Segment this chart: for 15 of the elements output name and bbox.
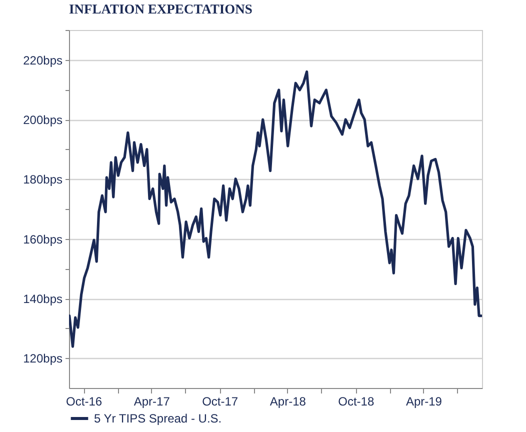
- y-tick-label: 120bps: [23, 352, 62, 366]
- y-tick-label: 160bps: [23, 232, 62, 246]
- line-series: [69, 70, 482, 348]
- x-tick-label: Apr-17: [134, 394, 170, 408]
- y-tick-label: 220bps: [23, 53, 62, 68]
- legend-label: 5 Yr TIPS Spread - U.S.: [94, 412, 222, 426]
- x-tick-label: Oct-17: [202, 394, 238, 408]
- y-tick-label: 140bps: [23, 292, 62, 306]
- x-tick-label: Oct-18: [338, 394, 374, 408]
- y-tick-label: 180bps: [23, 172, 62, 187]
- x-tick-label: Apr-19: [406, 394, 442, 408]
- y-tick-label: 200bps: [23, 113, 62, 127]
- x-tick-label: Oct-16: [66, 394, 102, 408]
- x-tick-label: Apr-18: [270, 394, 306, 408]
- chart-title: INFLATION EXPECTATIONS: [69, 2, 252, 16]
